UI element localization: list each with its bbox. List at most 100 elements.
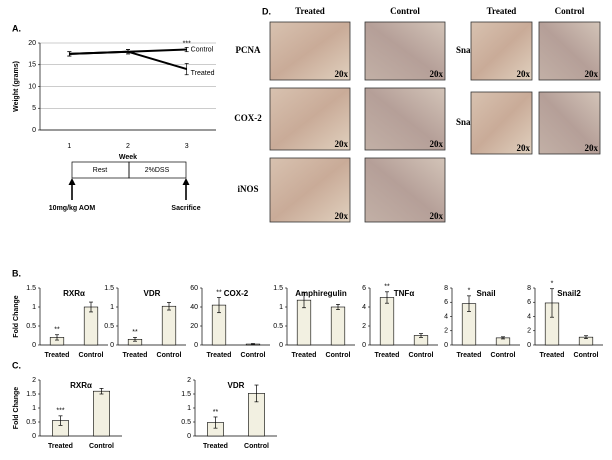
y-tick-label: 6	[527, 299, 531, 306]
y-tick-label: 1	[32, 405, 36, 412]
y-tick-label: 1	[110, 304, 114, 311]
y-tick-label: 0.5	[104, 323, 114, 330]
magnification: 20x	[517, 143, 531, 153]
row-label: Snail2	[456, 45, 481, 55]
magnification: 20x	[335, 211, 349, 221]
y-tick-label: 8	[444, 285, 448, 292]
timeline-arrowhead	[68, 178, 76, 185]
y-tick-label: 60	[190, 285, 198, 292]
y-tick-label: 2	[444, 328, 448, 335]
column-header: Control	[555, 6, 585, 16]
y-tick-label: 6	[362, 285, 366, 292]
y-tick-label: 0.5	[181, 419, 191, 426]
timeline-box	[128, 161, 187, 179]
y-tick-label: 0	[187, 433, 191, 440]
y-tick-label: 2	[187, 377, 191, 384]
x-tick-label: Treated	[292, 352, 317, 359]
y-tick-label: 0	[527, 342, 531, 349]
x-tick-label: Control	[241, 352, 266, 359]
micrograph	[538, 21, 601, 81]
annotation: **	[216, 289, 222, 296]
column-header: Control	[390, 6, 420, 16]
micrograph	[269, 157, 351, 223]
y-tick-label: 8	[527, 285, 531, 292]
panel-label: C.	[12, 360, 21, 370]
bar	[93, 390, 111, 437]
micrograph	[538, 91, 601, 155]
chart-title: Amphiregulin	[295, 289, 347, 298]
column-header: Treated	[295, 6, 325, 16]
panel-label: B.	[12, 268, 21, 278]
y-tick-label: 6	[444, 299, 448, 306]
micrograph	[364, 87, 446, 151]
annotation: **	[384, 284, 390, 291]
timeline-label: Sacrifice	[171, 205, 200, 212]
y-tick-label: 0	[32, 127, 36, 134]
x-tick-label: Treated	[540, 352, 565, 359]
y-tick-label: 5	[32, 105, 36, 112]
series-label: Treated	[191, 70, 215, 77]
y-tick-label: 0	[362, 342, 366, 349]
y-tick-label: 1.5	[26, 285, 36, 292]
magnification: 20x	[517, 69, 531, 79]
column-header: Treated	[487, 6, 517, 16]
bar	[330, 306, 346, 346]
x-tick-label: Treated	[207, 352, 232, 359]
y-axis-label: Fold Change	[13, 387, 20, 429]
y-tick-label: 4	[444, 313, 448, 320]
y-tick-label: 2	[527, 328, 531, 335]
x-tick-label: Treated	[48, 443, 73, 450]
magnification: 20x	[430, 69, 444, 79]
micrograph	[364, 157, 446, 223]
x-tick-label: 2	[126, 143, 130, 150]
chart-title: RXRα	[63, 289, 85, 298]
annotation: ***	[183, 40, 191, 47]
y-tick-label: 0	[110, 342, 114, 349]
row-label: Snail	[456, 117, 476, 127]
micrograph	[269, 87, 351, 151]
y-tick-label: 10	[28, 83, 36, 90]
annotation: **	[132, 329, 138, 336]
timeline-stage: Rest	[93, 167, 107, 174]
x-tick-label: Control	[157, 352, 182, 359]
x-tick-label: Treated	[45, 352, 70, 359]
x-tick-label: Control	[409, 352, 434, 359]
x-tick-label: Control	[574, 352, 599, 359]
micrograph	[470, 91, 533, 155]
x-tick-label: Treated	[375, 352, 400, 359]
y-tick-label: 20	[28, 40, 36, 47]
x-tick-label: Control	[89, 443, 114, 450]
annotation: **	[213, 409, 219, 416]
y-tick-label: 15	[28, 62, 36, 69]
annotation: *	[468, 288, 471, 295]
magnification: 20x	[335, 69, 349, 79]
bar	[379, 297, 395, 346]
x-tick-label: 1	[67, 143, 71, 150]
y-tick-label: 0	[32, 433, 36, 440]
x-tick-label: Treated	[203, 443, 228, 450]
chart-title: VDR	[144, 289, 161, 298]
y-tick-label: 40	[190, 304, 198, 311]
bar	[83, 306, 99, 346]
y-tick-label: 1	[279, 304, 283, 311]
chart-title: Snail2	[557, 289, 581, 298]
magnification: 20x	[430, 139, 444, 149]
y-tick-label: 1	[187, 405, 191, 412]
x-axis-label: Week	[119, 154, 137, 161]
chart-title: COX-2	[224, 289, 249, 298]
row-label: PCNA	[236, 45, 261, 55]
y-tick-label: 1	[32, 304, 36, 311]
micrograph	[269, 21, 351, 81]
series-label: Control	[191, 46, 214, 53]
chart-title: TNFα	[394, 289, 415, 298]
x-tick-label: Treated	[123, 352, 148, 359]
y-tick-label: 2	[32, 377, 36, 384]
y-tick-label: 0.5	[26, 323, 36, 330]
row-label: COX-2	[234, 113, 262, 123]
y-tick-label: 0	[279, 342, 283, 349]
chart-title: VDR	[228, 381, 245, 390]
y-tick-label: 1.5	[181, 391, 191, 398]
y-tick-label: 1.5	[26, 391, 36, 398]
